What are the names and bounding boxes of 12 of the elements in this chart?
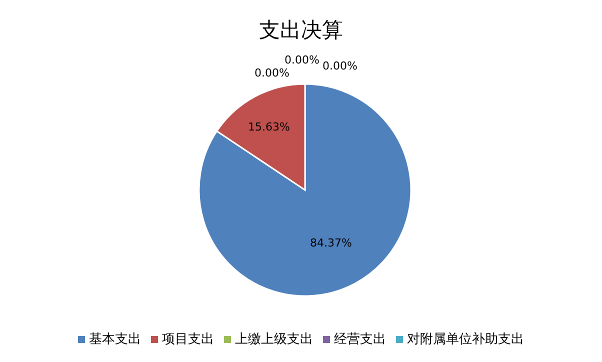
legend-label: 项目支出	[162, 331, 214, 348]
text: 0.00%	[254, 66, 290, 80]
text: 0.00%	[284, 54, 320, 66]
chart-title: 支出决算	[258, 17, 344, 44]
legend-label: 上缴上级支出	[235, 331, 313, 348]
legend-label: 对附属单位补助支出	[407, 331, 524, 348]
pie-slice	[198, 83, 412, 297]
data-label: 84.37%	[310, 236, 352, 250]
legend-label: 基本支出	[89, 331, 141, 348]
legend-label: 经营支出	[334, 331, 386, 348]
data-label: 15.63%	[248, 120, 290, 134]
text: 0.00%	[322, 60, 358, 72]
